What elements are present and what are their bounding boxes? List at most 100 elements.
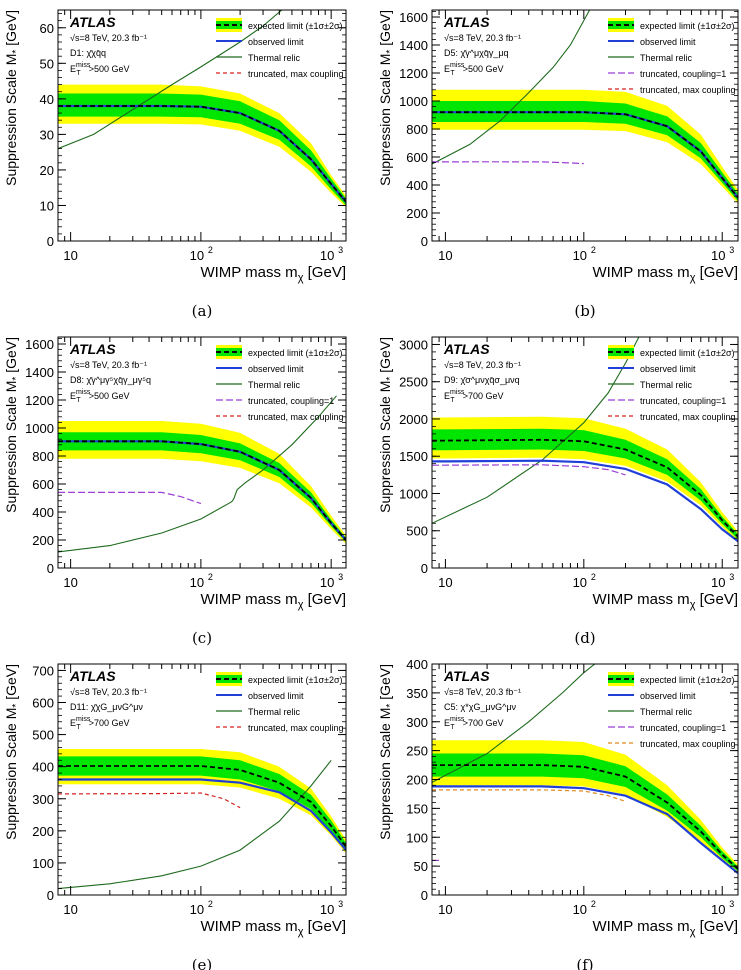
met-subscript: T xyxy=(76,70,81,77)
y-tick-label: 400 xyxy=(406,657,428,672)
band-1sigma xyxy=(432,428,738,540)
met-superscript: miss xyxy=(450,716,465,723)
energy-label: √s=8 TeV, 20.3 fb⁻¹ xyxy=(444,33,521,43)
y-axis-title-sub: * xyxy=(11,704,22,708)
x-tick-label: 10 xyxy=(320,575,334,590)
x-axis-title-unit: [GeV] xyxy=(303,591,346,608)
x-tick-label: 10 xyxy=(63,248,77,263)
legend-label: truncated, coupling=1 xyxy=(248,396,334,406)
panel-caption: (e) xyxy=(192,956,213,970)
expected-limit-line xyxy=(58,105,346,203)
x-tick-label-exponent: 3 xyxy=(338,899,343,909)
operator-label: D11: χ̄χG_μνG^μν xyxy=(70,702,143,712)
y-tick-label: 350 xyxy=(406,686,428,701)
met-symbol: E xyxy=(70,64,76,74)
legend-entry-observed: observed limit xyxy=(608,37,696,47)
y-tick-label: 1200 xyxy=(399,66,428,81)
y-tick-label: 500 xyxy=(406,524,428,539)
y-tick-label: 400 xyxy=(406,178,428,193)
y-axis-title: Suppression Scale M* [GeV] xyxy=(377,337,396,513)
legend-label: expected limit (±1σ±2σ) xyxy=(248,675,343,685)
x-tick-label-exponent: 2 xyxy=(208,572,213,582)
observed-limit-line xyxy=(58,778,346,851)
x-axis-title-unit: [GeV] xyxy=(695,264,738,281)
x-axis-title-sub: χ xyxy=(298,599,304,611)
atlas-label: ATLAS xyxy=(443,668,490,684)
x-tick-label: 10 xyxy=(438,575,452,590)
x-tick-label: 10 xyxy=(190,248,204,263)
plot-area-a xyxy=(58,10,346,208)
plot-frame xyxy=(431,9,739,242)
legend-label: truncated, max coupling xyxy=(640,85,736,95)
operator-label: D9: χ̄σ^μνχq̄σ_μνq xyxy=(444,375,520,385)
y-axis-title-unit: [GeV] xyxy=(3,664,19,704)
thermal-relic-line xyxy=(432,664,596,783)
x-axis-title-main: WIMP mass m xyxy=(592,264,689,281)
y-axis-title-sub: * xyxy=(11,377,22,381)
y-tick-label: 200 xyxy=(32,824,54,839)
y-axis-title-sub: * xyxy=(385,704,396,708)
legend-label: Thermal relic xyxy=(248,380,301,390)
y-tick-label: 800 xyxy=(32,449,54,464)
x-tick-label: 10 xyxy=(438,902,452,917)
panel-b: 0 200 400 600 800 1000 1200 1400 1600 10 10 2 10 3 WIM… xyxy=(377,9,739,320)
x-axis-title: WIMP mass mχ [GeV] xyxy=(592,918,738,938)
legend-label: expected limit (±1σ±2σ) xyxy=(640,675,735,685)
observed-limit-line xyxy=(432,459,738,543)
legend-entry-observed: observed limit xyxy=(216,364,304,374)
y-tick-label: 10 xyxy=(40,198,54,213)
x-axis-title-unit: [GeV] xyxy=(695,591,738,608)
y-tick-label: 3000 xyxy=(399,337,428,352)
y-tick-label: 0 xyxy=(421,561,428,576)
legend-label: expected limit (±1σ±2σ) xyxy=(248,21,343,31)
met-value: >700 GeV xyxy=(89,718,130,728)
met-cut-label: Emiss T >500 GeV xyxy=(70,389,129,404)
expected-limit-line xyxy=(432,111,738,199)
y-tick-label: 150 xyxy=(406,801,428,816)
y-tick-label: 250 xyxy=(406,744,428,759)
met-cut-label: Emiss T >500 GeV xyxy=(444,62,503,77)
met-value: >700 GeV xyxy=(463,718,504,728)
y-tick-label: 500 xyxy=(32,728,54,743)
operator-label: C5: χ*χG_μνG^μν xyxy=(444,702,517,712)
met-cut-label: Emiss T >500 GeV xyxy=(70,62,129,77)
met-value: >500 GeV xyxy=(89,391,130,401)
met-superscript: miss xyxy=(450,389,465,396)
legend-entry-observed: observed limit xyxy=(216,691,304,701)
y-axis-title-main: Suppression Scale M xyxy=(3,708,19,840)
band-1sigma xyxy=(432,753,738,872)
met-cut-label: Emiss T >700 GeV xyxy=(444,389,503,404)
met-subscript: T xyxy=(450,724,455,731)
expected-limit-line xyxy=(432,438,738,538)
met-value: >700 GeV xyxy=(463,391,504,401)
y-tick-label: 0 xyxy=(421,888,428,903)
y-axis-title-unit: [GeV] xyxy=(377,664,393,704)
y-axis-title: Suppression Scale M* [GeV] xyxy=(377,10,396,186)
met-subscript: T xyxy=(76,724,81,731)
panel-caption: (b) xyxy=(574,302,595,320)
x-axis-title: WIMP mass mχ [GeV] xyxy=(200,591,346,611)
y-axis-title-unit: [GeV] xyxy=(3,10,19,50)
x-tick-label: 10 xyxy=(320,902,334,917)
atlas-label: ATLAS xyxy=(69,668,116,684)
x-tick-label-exponent: 3 xyxy=(338,572,343,582)
legend-entry-trunc_coupling1: truncated, coupling=1 xyxy=(216,396,334,406)
legend-entry-thermal: Thermal relic xyxy=(216,380,301,390)
plot-frame xyxy=(57,336,347,569)
truncated-max-line xyxy=(58,792,241,809)
y-tick-label: 20 xyxy=(40,163,54,178)
panel-e: 0 100 200 300 400 500 600 700 10 10 2 10 3 WIMP mass … xyxy=(3,663,347,970)
legend-entry-thermal: Thermal relic xyxy=(608,380,693,390)
legend-entry-expected: expected limit (±1σ±2σ) xyxy=(608,18,735,32)
y-tick-label: 600 xyxy=(32,696,54,711)
x-tick-label-exponent: 3 xyxy=(729,899,734,909)
legend-label: expected limit (±1σ±2σ) xyxy=(640,348,735,358)
met-superscript: miss xyxy=(450,62,465,69)
y-tick-label: 50 xyxy=(40,56,54,71)
x-axis-title-unit: [GeV] xyxy=(695,918,738,935)
atlas-label: ATLAS xyxy=(69,14,116,30)
y-tick-label: 800 xyxy=(406,122,428,137)
thermal-relic-line xyxy=(58,759,332,890)
energy-label: √s=8 TeV, 20.3 fb⁻¹ xyxy=(444,360,521,370)
